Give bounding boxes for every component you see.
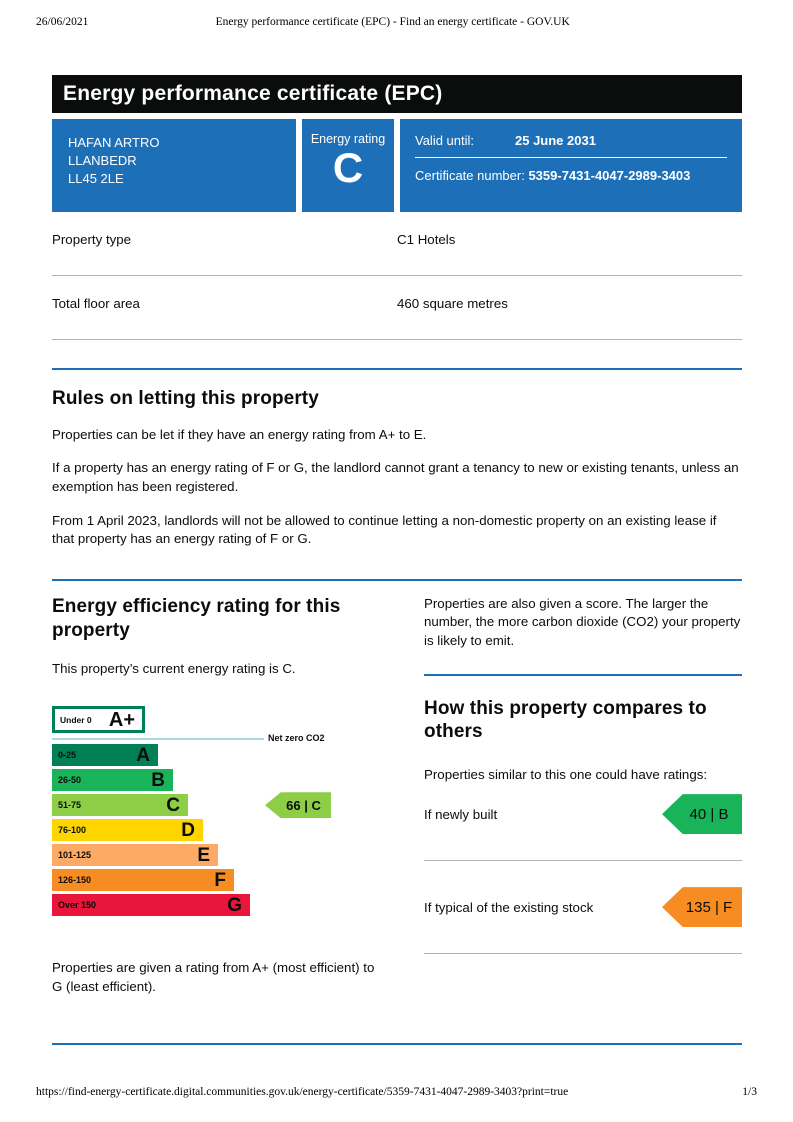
epc-rating-chart: Under 0 A+ Net zero CO2 0-25 A 26-50 B 51-75…	[52, 706, 397, 920]
epc-band-f: 126-150 F	[52, 869, 234, 892]
certificate-banner: Energy performance certificate (EPC)	[52, 75, 742, 113]
address-line-2: LLANBEDR	[68, 153, 137, 169]
print-page-number: 1/3	[742, 1086, 757, 1098]
rules-paragraph: From 1 April 2023, landlords will not be…	[52, 512, 717, 547]
valid-until-row: Valid until: 25 June 2031	[415, 133, 727, 148]
validity-panel: Valid until: 25 June 2031 Certificate nu…	[400, 119, 742, 212]
row-divider	[424, 953, 742, 955]
valid-until-label: Valid until:	[415, 133, 475, 148]
print-page-title: Energy performance certificate (EPC) - F…	[215, 16, 570, 28]
list-item: If newly built 40 | B	[424, 794, 742, 835]
energy-rating-panel: Energy rating C	[302, 119, 394, 212]
certificate-banner-title: Energy performance certificate (EPC)	[63, 82, 443, 105]
rules-paragraph: If a property has an energy rating of F …	[52, 460, 739, 494]
energy-rating-value: C	[332, 144, 364, 191]
comparison-column: Properties are also given a score. The l…	[424, 595, 742, 997]
certificate-number-value: 5359-7431-4047-2989-3403	[528, 168, 691, 183]
epc-band-e: 101-125 E	[52, 844, 218, 867]
rules-section: Rules on letting this property Propertie…	[52, 387, 742, 549]
epc-band-letter: F	[214, 869, 226, 891]
table-row: Total floor area 460 square metres	[52, 276, 742, 340]
epc-band-range: 126-150	[58, 875, 92, 886]
validity-panel-divider	[415, 157, 727, 158]
certificate-page: Energy performance certificate (EPC) HAF…	[52, 0, 742, 1045]
property-address-panel: HAFAN ARTRO LLANBEDR LL45 2LE	[52, 119, 296, 212]
section-divider	[52, 1042, 742, 1045]
efficiency-rating-column: Energy efficiency rating for this proper…	[52, 595, 397, 997]
browser-print-footer: https://find-energy-certificate.digital.…	[36, 1086, 757, 1098]
epc-band-range: 51-75	[58, 800, 82, 811]
net-zero-label: Net zero CO2	[268, 733, 325, 744]
browser-print-header: 26/06/2021 Energy performance certificat…	[36, 16, 757, 28]
epc-band-letter: A+	[108, 708, 135, 731]
epc-band-letter: E	[197, 844, 210, 866]
epc-band-letter: A	[136, 744, 150, 766]
print-url: https://find-energy-certificate.digital.…	[36, 1086, 569, 1098]
comparison-heading: How this property compares to others	[424, 697, 707, 743]
section-divider	[52, 578, 742, 581]
efficiency-rating-heading: Energy efficiency rating for this proper…	[52, 595, 341, 641]
certificate-number-label: Certificate number:	[415, 168, 525, 183]
epc-bands: 0-25 A 26-50 B 51-75 C 76-100 D 101-125 E 126-150 F…	[52, 744, 250, 919]
epc-band-b: 26-50 B	[52, 769, 173, 792]
comparison-intro: Properties similar to this one could hav…	[424, 767, 708, 783]
net-zero-line	[52, 738, 264, 741]
epc-band-letter: G	[227, 894, 242, 916]
certificate-number-row: Certificate number: 5359-7431-4047-2989-…	[415, 168, 727, 183]
section-divider	[424, 673, 742, 676]
newly-built-label: If newly built	[424, 806, 498, 822]
epc-band-range: 26-50	[58, 775, 82, 786]
epc-band-range: 0-25	[58, 750, 77, 761]
current-rating-text: This property’s current energy rating is…	[52, 661, 296, 677]
newly-built-rating-badge: 40 | B	[662, 794, 742, 835]
epc-band-range: 101-125	[58, 850, 92, 861]
valid-until-date: 25 June 2031	[515, 133, 596, 148]
epc-band-range: Under 0	[60, 714, 92, 725]
address-line-3: LL45 2LE	[68, 171, 124, 187]
existing-stock-label: If typical of the existing stock	[424, 899, 594, 915]
epc-band-a-plus: Under 0 A+	[52, 706, 145, 734]
rules-heading: Rules on letting this property	[52, 388, 319, 409]
epc-band-letter: B	[151, 769, 165, 791]
property-type-label: Property type	[52, 232, 132, 247]
rules-paragraph: Properties can be let if they have an en…	[52, 426, 427, 442]
floor-area-label: Total floor area	[52, 296, 140, 311]
epc-band-range: 76-100	[58, 825, 87, 836]
table-row: Property type C1 Hotels	[52, 212, 742, 276]
epc-band-letter: D	[181, 819, 195, 841]
section-divider	[52, 368, 742, 370]
print-date: 26/06/2021	[36, 16, 89, 28]
list-item: If typical of the existing stock 135 | F	[424, 887, 742, 928]
epc-band-a: 0-25 A	[52, 744, 158, 767]
energy-rating-label: Energy rating	[310, 132, 386, 146]
score-note: Properties are also given a score. The l…	[424, 595, 741, 649]
property-type-value: C1 Hotels	[397, 232, 456, 247]
floor-area-value: 460 square metres	[397, 296, 508, 311]
rating-columns: Energy efficiency rating for this proper…	[52, 595, 742, 997]
epc-band-range: Over 150	[58, 900, 97, 911]
epc-band-d: 76-100 D	[52, 819, 203, 842]
row-divider	[424, 860, 742, 862]
certificate-summary-header: HAFAN ARTRO LLANBEDR LL45 2LE Energy rat…	[52, 119, 742, 212]
address-line-1: HAFAN ARTRO	[68, 135, 160, 150]
existing-stock-rating-badge: 135 | F	[662, 887, 742, 928]
epc-band-letter: C	[166, 794, 180, 816]
current-rating-marker: 66 | C	[265, 792, 331, 819]
rating-scale-footnote: Properties are given a rating from A+ (m…	[52, 960, 375, 994]
epc-band-g: Over 150 G	[52, 894, 250, 917]
epc-band-c: 51-75 C	[52, 794, 188, 817]
